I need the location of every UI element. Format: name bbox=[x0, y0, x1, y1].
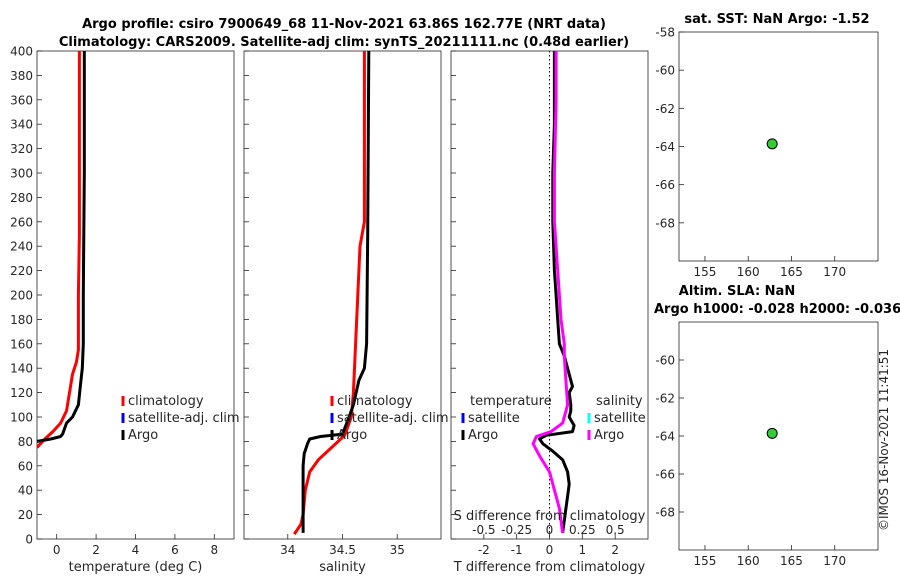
temperature-series-group bbox=[37, 51, 86, 449]
depth-ytick-label: 160 bbox=[10, 337, 33, 351]
sst-map-xtick-label: 165 bbox=[780, 265, 803, 279]
sst-map-ytick-label: -62 bbox=[655, 102, 675, 116]
depth-ytick-label: 200 bbox=[10, 289, 33, 303]
depth-ytick-label: 100 bbox=[10, 411, 33, 425]
difference-t-xtick-label: 1 bbox=[579, 543, 587, 557]
sst-map-axes-box bbox=[678, 31, 879, 262]
sla-map-xtick-label: 155 bbox=[694, 554, 717, 568]
difference-legend-s-satellite-label: satellite bbox=[594, 411, 646, 426]
sst-map-xtick-label: 160 bbox=[737, 265, 760, 279]
difference-series-s-argo bbox=[531, 51, 570, 534]
difference-legend-salinity-title: salinity bbox=[596, 394, 643, 409]
sst-map-xtick-label: 170 bbox=[823, 265, 846, 279]
depth-ytick-label: 80 bbox=[18, 435, 33, 449]
depth-ytick-label: 240 bbox=[10, 240, 33, 254]
difference-s-xtick-label: -0.25 bbox=[501, 523, 532, 537]
sla-map-xtick-label: 160 bbox=[737, 554, 760, 568]
salinity-xlabel: salinity bbox=[319, 560, 366, 575]
difference-s-xtick-label: 0.25 bbox=[569, 523, 596, 537]
sst-map-argo-location-marker bbox=[766, 138, 778, 150]
temperature-xtick-label: 2 bbox=[92, 543, 100, 557]
sst-map-ytick-label: -58 bbox=[655, 26, 675, 40]
difference-t-xtick-label: -2 bbox=[478, 543, 490, 557]
sst-map-xtick-label: 155 bbox=[694, 265, 717, 279]
sla-map-ytick-label: -62 bbox=[655, 392, 675, 406]
depth-ytick-label: 60 bbox=[18, 459, 33, 473]
sla-map-title-line1: Altim. SLA: NaN bbox=[679, 284, 795, 299]
difference-t-xlabel: T difference from climatology bbox=[453, 560, 646, 575]
salinity-xtick-label: 34 bbox=[280, 543, 295, 557]
sla-map-xtick-label: 170 bbox=[823, 554, 846, 568]
timestamp-label: ©IMOS 16-Nov-2021 11:41:51 bbox=[877, 349, 891, 531]
difference-s-xtick-label: -0.5 bbox=[472, 523, 495, 537]
difference-s-xtick-label: 0.5 bbox=[606, 523, 625, 537]
temperature-profile-panel: 0 2 4 6 802040608010012014016018020022024026… bbox=[10, 45, 240, 576]
figure-title-line2: Climatology: CARS2009. Satellite-adj cli… bbox=[59, 35, 629, 50]
temperature-xlabel: temperature (deg C) bbox=[69, 560, 203, 575]
sla-map-ytick-label: -60 bbox=[655, 354, 675, 368]
difference-legend-t-argo-label: Argo bbox=[468, 428, 498, 443]
salinity-legend-satellite-label: satellite-adj. clim bbox=[337, 411, 449, 426]
difference-t-xtick-label: 2 bbox=[611, 543, 619, 557]
sla-map-ytick-label: -68 bbox=[655, 506, 675, 520]
depth-ytick-label: 320 bbox=[10, 142, 33, 156]
sla-map-argo-location-marker bbox=[766, 427, 778, 439]
depth-ytick-label: 140 bbox=[10, 362, 33, 376]
salinity-legend-argo-label: Argo bbox=[337, 428, 367, 443]
sst-map-title: sat. SST: NaN Argo: -1.52 bbox=[684, 12, 869, 27]
salinity-profile-panel: 34 34.5 35 salinity climatology satellite-adj… bbox=[243, 50, 449, 575]
depth-ytick-label: 360 bbox=[10, 93, 33, 107]
temperature-axes-box bbox=[36, 50, 235, 540]
salinity-xtick-label: 34.5 bbox=[329, 543, 356, 557]
depth-ytick-label: 400 bbox=[10, 45, 33, 59]
sst-map-ytick-label: -60 bbox=[655, 64, 675, 78]
difference-legend-s-argo-label: Argo bbox=[594, 428, 624, 443]
salinity-xtick-label: 35 bbox=[390, 543, 405, 557]
depth-ytick-label: 260 bbox=[10, 215, 33, 229]
depth-ytick-label: 20 bbox=[18, 508, 33, 522]
sst-map-ytick-label: -66 bbox=[655, 178, 675, 192]
depth-ytick-label: 180 bbox=[10, 313, 33, 327]
difference-s-xlabel: S difference from climatology bbox=[454, 509, 646, 524]
depth-ytick-label: 280 bbox=[10, 191, 33, 205]
temperature-series-argo bbox=[37, 51, 86, 443]
sla-map-panel: 155 160 165 170 -60 -62 -64 -66 -68 Altim. SLA: N… bbox=[654, 284, 900, 568]
salinity-legend-climatology-label: climatology bbox=[337, 394, 413, 409]
difference-t-xtick-label: 0 bbox=[546, 543, 554, 557]
difference-profile-panel: -2 -1 0 1 2 T difference from climatology S di… bbox=[450, 50, 649, 575]
difference-t-xtick-label: -1 bbox=[511, 543, 523, 557]
difference-legend-t-satellite-label: satellite bbox=[468, 411, 520, 426]
depth-ytick-label: 380 bbox=[10, 69, 33, 83]
sst-map-ytick-label: -64 bbox=[655, 140, 675, 154]
salinity-axes-box bbox=[243, 50, 442, 540]
temperature-xtick-label: 4 bbox=[132, 543, 140, 557]
sla-map-axes-box bbox=[678, 321, 879, 551]
sla-map-ytick-label: -66 bbox=[655, 468, 675, 482]
sla-map-xtick-label: 165 bbox=[780, 554, 803, 568]
sla-map-title-line2: Argo h1000: -0.028 h2000: -0.036 bbox=[654, 302, 900, 317]
difference-s-xtick-label: 0 bbox=[546, 523, 554, 537]
temperature-legend-satellite-label: satellite-adj. clim bbox=[128, 411, 240, 426]
depth-ytick-label: 0 bbox=[25, 533, 33, 547]
depth-ytick-label: 40 bbox=[18, 484, 33, 498]
sla-map-ytick-label: -64 bbox=[655, 430, 675, 444]
temperature-legend-climatology-label: climatology bbox=[128, 394, 204, 409]
depth-ytick-label: 220 bbox=[10, 264, 33, 278]
depth-ytick-label: 340 bbox=[10, 118, 33, 132]
temperature-xtick-label: 6 bbox=[171, 543, 179, 557]
temperature-xtick-label: 8 bbox=[210, 543, 218, 557]
depth-ytick-label: 120 bbox=[10, 386, 33, 400]
temperature-series-climatology bbox=[37, 51, 81, 449]
sst-map-panel: 155 160 165 170 -58 -60 -62 -64 -66 -68 sat. SST: … bbox=[655, 12, 879, 279]
temperature-xtick-label: 0 bbox=[53, 543, 61, 557]
depth-ytick-label: 300 bbox=[10, 167, 33, 181]
figure-title-line1: Argo profile: csiro 7900649_68 11-Nov-20… bbox=[82, 17, 606, 32]
difference-legend-temperature-title: temperature bbox=[470, 394, 552, 409]
temperature-legend-argo-label: Argo bbox=[128, 428, 158, 443]
difference-series-t-argo bbox=[538, 51, 576, 534]
sst-map-ytick-label: -68 bbox=[655, 216, 675, 230]
